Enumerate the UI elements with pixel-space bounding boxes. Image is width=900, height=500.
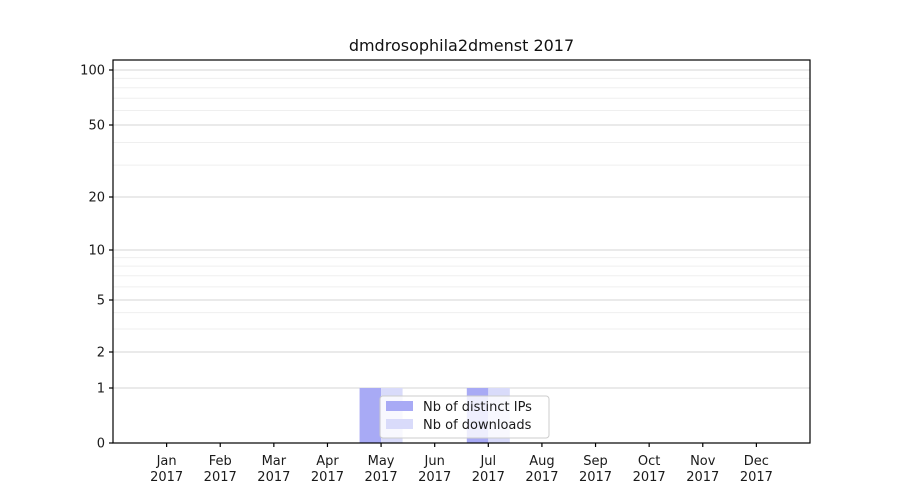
- y-tick-label: 50: [88, 119, 105, 134]
- legend-label-distinct-ips: Nb of distinct IPs: [423, 400, 532, 415]
- x-tick-label-year: 2017: [204, 470, 237, 485]
- x-tick-label-month: Dec: [744, 454, 769, 469]
- x-tick-label-month: Jul: [479, 454, 496, 469]
- y-tick-label: 0: [97, 437, 105, 452]
- y-tick-label: 20: [88, 191, 105, 206]
- bar-distinct-ips-may: [359, 388, 382, 443]
- x-tick-label-month: Mar: [262, 454, 287, 469]
- x-tick-label-month: Jun: [424, 454, 445, 469]
- legend-box: [379, 395, 550, 439]
- x-tick-label-year: 2017: [686, 470, 719, 485]
- x-tick-label-month: Apr: [316, 454, 339, 469]
- x-tick-label-year: 2017: [579, 470, 612, 485]
- x-tick-label-year: 2017: [257, 470, 290, 485]
- x-tick-label-month: Jan: [156, 454, 177, 469]
- x-tick-label-month: Feb: [209, 454, 232, 469]
- x-tick-label-year: 2017: [525, 470, 558, 485]
- plot-spines: [112, 59, 811, 444]
- y-tick-label: 1: [97, 382, 105, 397]
- x-tick-label-year: 2017: [150, 470, 183, 485]
- x-tick-label-year: 2017: [740, 470, 773, 485]
- x-tick-label-month: May: [368, 454, 395, 469]
- x-tick-label-year: 2017: [365, 470, 398, 485]
- x-tick-label-year: 2017: [311, 470, 344, 485]
- legend-swatch-downloads: [386, 419, 413, 429]
- x-tick-label-month: Aug: [529, 454, 554, 469]
- x-tick-label-year: 2017: [418, 470, 451, 485]
- x-tick-label-month: Sep: [583, 454, 608, 469]
- x-tick-label-month: Nov: [690, 454, 716, 469]
- legend-label-downloads: Nb of downloads: [423, 418, 532, 433]
- x-tick-label-year: 2017: [633, 470, 666, 485]
- legend-swatch-distinct-ips: [386, 401, 413, 411]
- y-tick-label: 2: [97, 346, 105, 361]
- y-tick-label: 100: [80, 64, 105, 79]
- x-tick-label-year: 2017: [472, 470, 505, 485]
- y-tick-label: 10: [88, 244, 105, 259]
- y-tick-label: 5: [97, 294, 105, 309]
- chart-title: dmdrosophila2dmenst 2017: [348, 36, 575, 55]
- x-tick-label-month: Oct: [638, 454, 660, 469]
